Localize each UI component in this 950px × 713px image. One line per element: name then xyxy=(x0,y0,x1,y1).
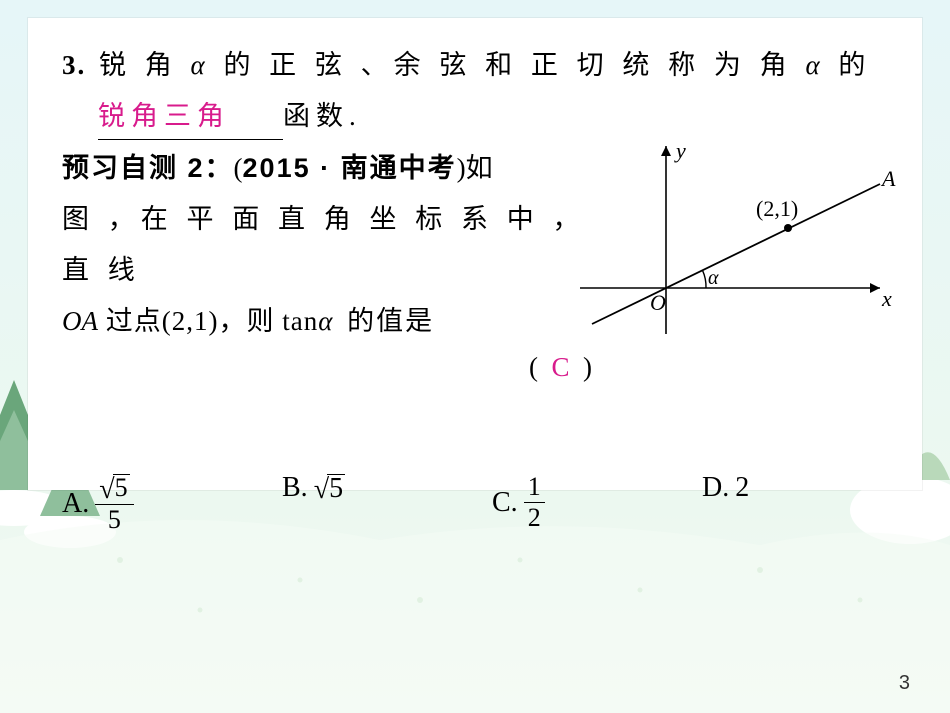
answer-letter: C xyxy=(551,352,569,382)
q2-line3: OA 过点(2,1)，则 tanα 的值是 xyxy=(62,296,602,347)
option-C: C. 1 2 xyxy=(492,472,545,533)
q2-answer-row: ( C ) xyxy=(62,348,602,383)
content-card: 3. 锐 角 α 的 正 弦 、余 弦 和 正 切 统 称 为 角 α 的 锐角… xyxy=(28,18,922,490)
alpha-label: α xyxy=(708,267,719,289)
q2-line2: 图 ，在 平 面 直 角 坐 标 系 中 ，直 线 xyxy=(62,194,602,297)
coordinate-graph: y x O A (2,1) α xyxy=(580,138,900,338)
label-y: y xyxy=(674,138,686,163)
q2-line1: 预习自测 2：(2015 · 南通中考)如 xyxy=(62,143,602,194)
point-label: (2,1) xyxy=(756,196,798,221)
label-x: x xyxy=(881,286,892,311)
q2-block: 预习自测 2：(2015 · 南通中考)如 图 ，在 平 面 直 角 坐 标 系… xyxy=(62,143,602,383)
option-D: D. 2 xyxy=(702,472,749,504)
page-number: 3 xyxy=(899,672,910,695)
label-A: A xyxy=(880,166,896,191)
blank-answer: 锐角三角 xyxy=(98,101,230,131)
q3-line1: 3. 锐 角 α 的 正 弦 、余 弦 和 正 切 统 称 为 角 α 的 xyxy=(62,40,894,91)
q3-line2: 锐角三角 函数. xyxy=(62,91,894,142)
option-B: B. √5 xyxy=(282,472,345,504)
option-A: A. √5 5 xyxy=(62,472,134,535)
label-O: O xyxy=(650,290,666,315)
